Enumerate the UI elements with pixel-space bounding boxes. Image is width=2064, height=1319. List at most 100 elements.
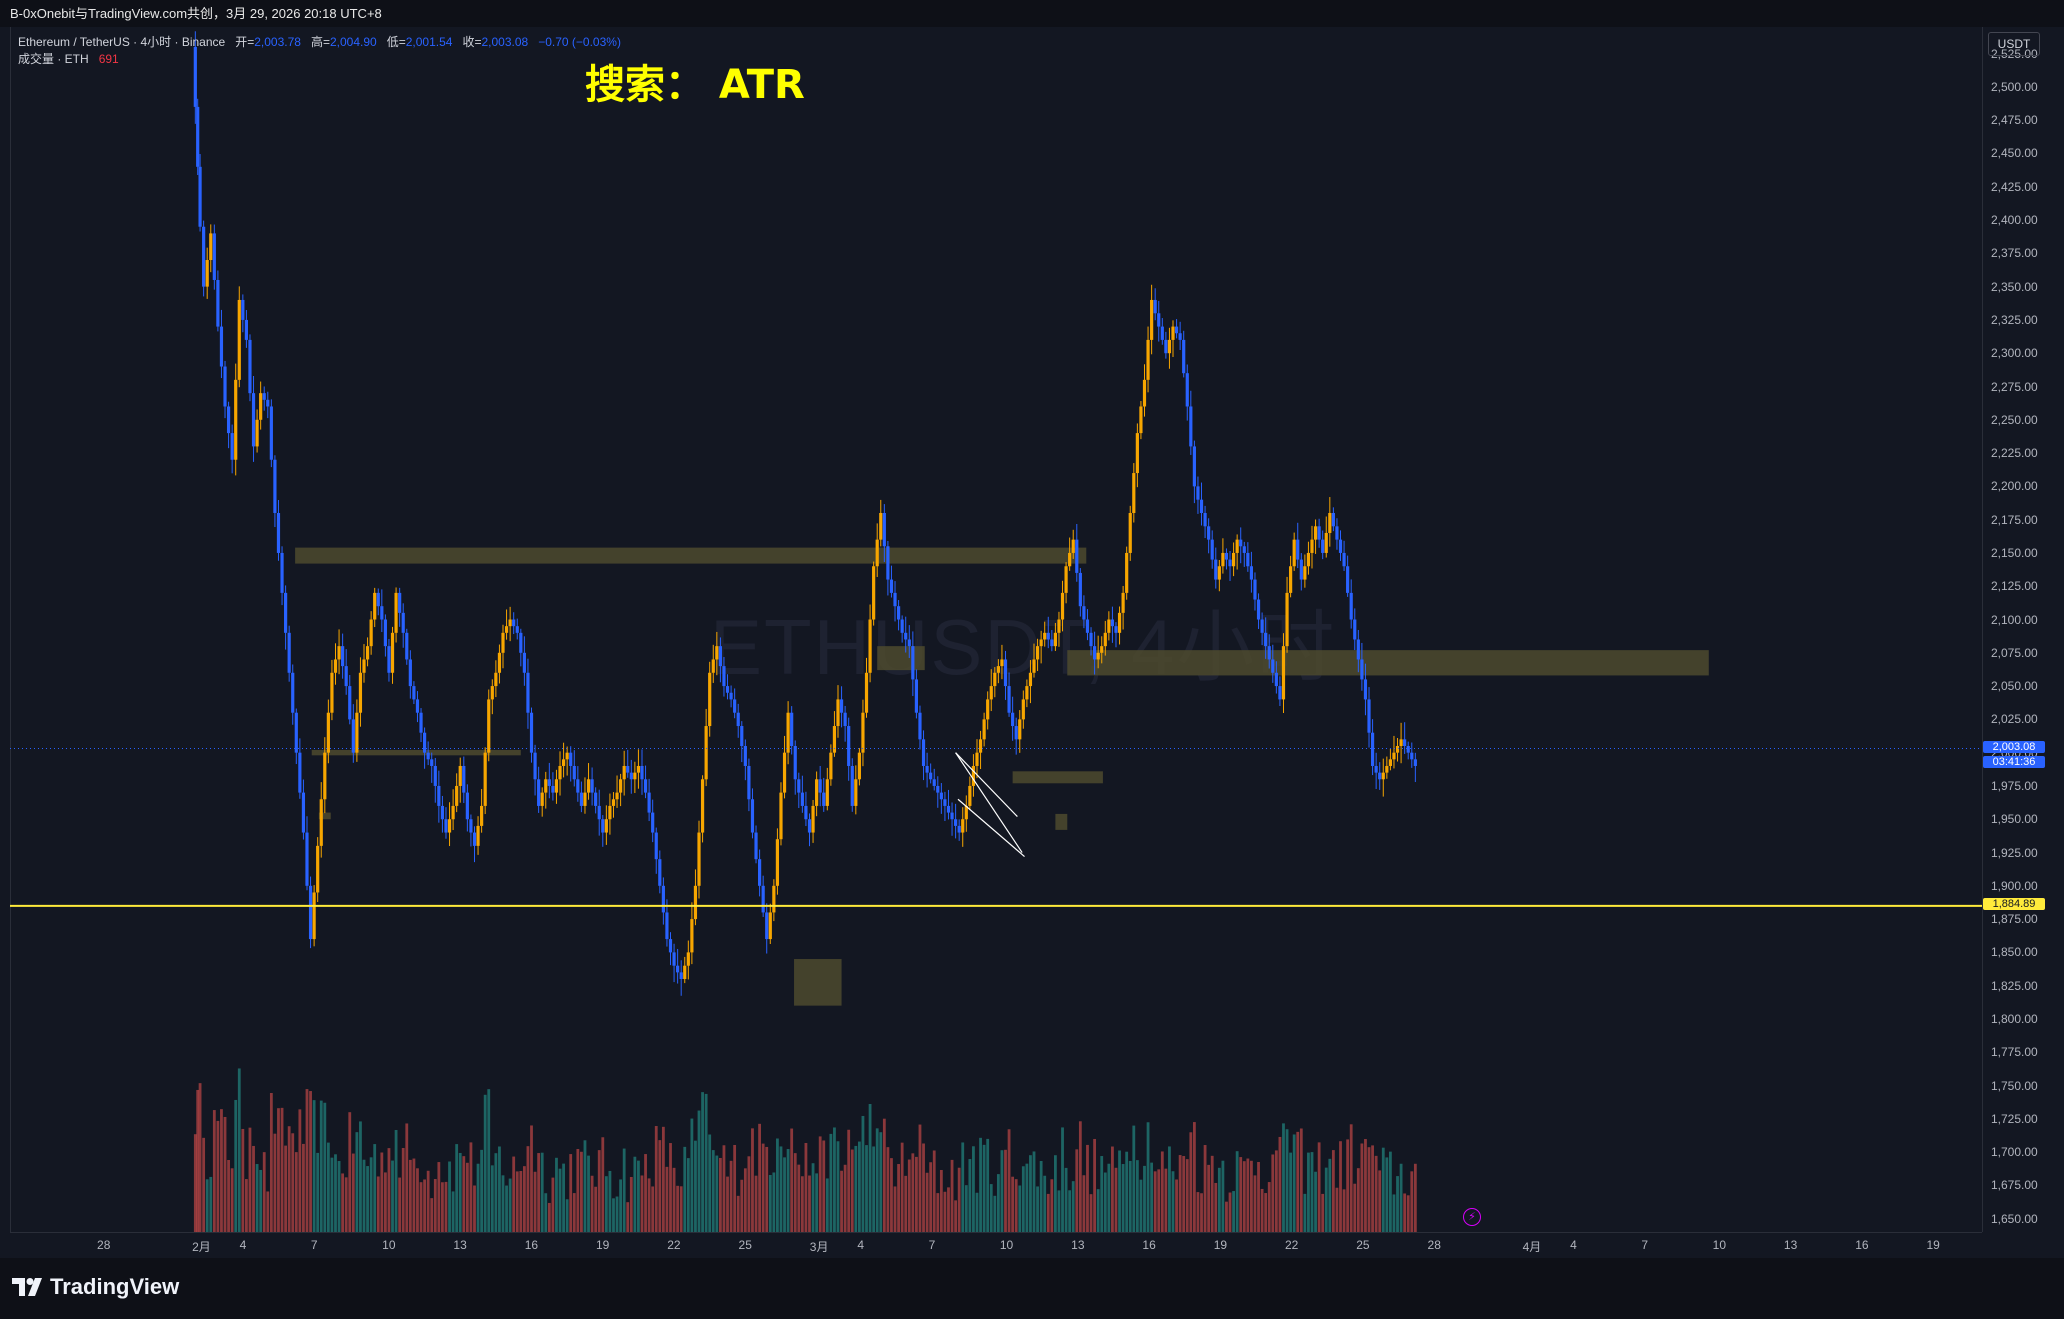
volume-bar [551, 1177, 555, 1232]
candle-body [740, 726, 744, 747]
candle-body [754, 832, 758, 860]
channel-line [957, 798, 1025, 857]
volume-bar [1349, 1124, 1353, 1232]
candle-body [444, 819, 448, 833]
volume-bar [1000, 1150, 1004, 1232]
candle-body [1093, 646, 1097, 660]
volume-bar [1093, 1138, 1096, 1232]
candle-body [1281, 646, 1286, 700]
volume-bar [647, 1178, 651, 1232]
candle-body [619, 779, 623, 793]
volume-bar [1071, 1181, 1075, 1232]
support-price-tag[interactable]: 1,884.89 [1983, 897, 2045, 910]
legend-change: −0.70 (−0.03%) [538, 35, 621, 49]
volume-bar [241, 1128, 245, 1232]
volume-bar [815, 1173, 819, 1232]
volume-bar [868, 1103, 872, 1232]
volume-bar [1285, 1129, 1289, 1232]
volume-bar [740, 1179, 744, 1232]
candle-body [305, 832, 309, 886]
candle-body [1075, 539, 1079, 573]
time-axis[interactable]: 28 2月 4 7 10 13 16 19 22 25 3月 4 7 10 13 16 19 22 25 28 4月 4 7… [10, 1232, 1982, 1259]
time-tick-label: 13 [453, 1238, 467, 1252]
volume-bar [922, 1143, 925, 1232]
volume-bar [993, 1195, 997, 1232]
volume-bar [348, 1112, 352, 1232]
volume-bar [419, 1182, 423, 1232]
volume-bar [565, 1199, 569, 1232]
time-tick-label: 16 [1142, 1238, 1156, 1252]
candle-body [337, 646, 341, 660]
price-chart[interactable] [10, 27, 1982, 1257]
volume-bar [772, 1172, 776, 1232]
volume-bar [1103, 1172, 1107, 1232]
volume-bar [1346, 1139, 1350, 1232]
legend-high: 2,004.90 [329, 35, 377, 49]
candle-body [672, 952, 676, 966]
candle-body [1003, 659, 1008, 687]
candle-body [380, 606, 384, 620]
flash-icon[interactable]: ⚡ [1463, 1208, 1481, 1226]
volume-bar [259, 1169, 263, 1232]
volume-bar [1175, 1179, 1178, 1232]
candle-body [601, 819, 605, 833]
legend-symbol[interactable]: Ethereum / TetherUS · 4小时 · Binance [18, 35, 226, 49]
candle-body [622, 765, 626, 780]
candle-body [636, 765, 641, 773]
current-price-tag[interactable]: 2,003.08 [1983, 740, 2045, 753]
candle-body [476, 825, 480, 846]
tradingview-logo[interactable]: TradingView [12, 1274, 179, 1300]
volume-bar [915, 1156, 918, 1232]
volume-bar [1360, 1143, 1364, 1232]
candle-body [1349, 592, 1353, 620]
candle-body [982, 719, 986, 740]
candle-body [1035, 646, 1040, 660]
volume-bar [1107, 1163, 1111, 1232]
candle-body [872, 566, 876, 620]
volume-bar [1228, 1192, 1232, 1232]
candle-body [1064, 566, 1068, 593]
price-tick-label: 2,075.00 [1991, 645, 2038, 660]
legend-volume-label[interactable]: 成交量 · ETH [18, 52, 89, 66]
volume-bar [209, 1176, 213, 1232]
candle-body [1410, 752, 1414, 760]
volume-bar [697, 1110, 701, 1232]
candle-body [946, 805, 951, 813]
time-tick-label: 19 [595, 1238, 610, 1252]
volume-bar [234, 1099, 238, 1232]
volume-bar [572, 1193, 576, 1232]
volume-bar [783, 1157, 786, 1232]
volume-bar [298, 1109, 302, 1232]
candle-body [1192, 446, 1196, 487]
volume-bar [448, 1161, 451, 1232]
volume-bar [394, 1129, 398, 1232]
candle-body [579, 792, 584, 806]
candle-body [462, 765, 466, 793]
volume-bar [804, 1142, 808, 1232]
volume-bar [776, 1138, 779, 1232]
candle-body [1360, 659, 1364, 680]
candle-body [815, 779, 819, 806]
candle-body [857, 752, 861, 780]
candle-body [490, 686, 494, 700]
bar-countdown-tag[interactable]: 03:41:36 [1983, 755, 2045, 768]
time-tick-label: 28 [1427, 1238, 1441, 1252]
candle-body [230, 433, 234, 460]
candle-body [847, 726, 851, 766]
volume-bar [193, 1134, 197, 1232]
candle-body [1089, 632, 1093, 647]
volume-bar [1310, 1152, 1314, 1232]
volume-bar [426, 1170, 430, 1232]
price-axis[interactable]: 2,525.00 2,500.00 2,475.00 2,450.00 2,425.00… [1982, 27, 2064, 1232]
search-annotation[interactable]: 搜索： ATR [585, 62, 805, 108]
volume-bar [462, 1156, 466, 1232]
volume-bar [961, 1142, 965, 1232]
candle-body [1296, 539, 1300, 560]
currency-unit-button[interactable]: USDT [1988, 32, 2040, 56]
candle-body [1103, 632, 1107, 647]
symbol-watermark: ETHUSDT, 4小时 [710, 603, 1337, 691]
candle-body [1050, 639, 1054, 647]
volume-bar [900, 1142, 904, 1232]
volume-bar [1328, 1158, 1332, 1232]
candle-body [426, 752, 430, 760]
